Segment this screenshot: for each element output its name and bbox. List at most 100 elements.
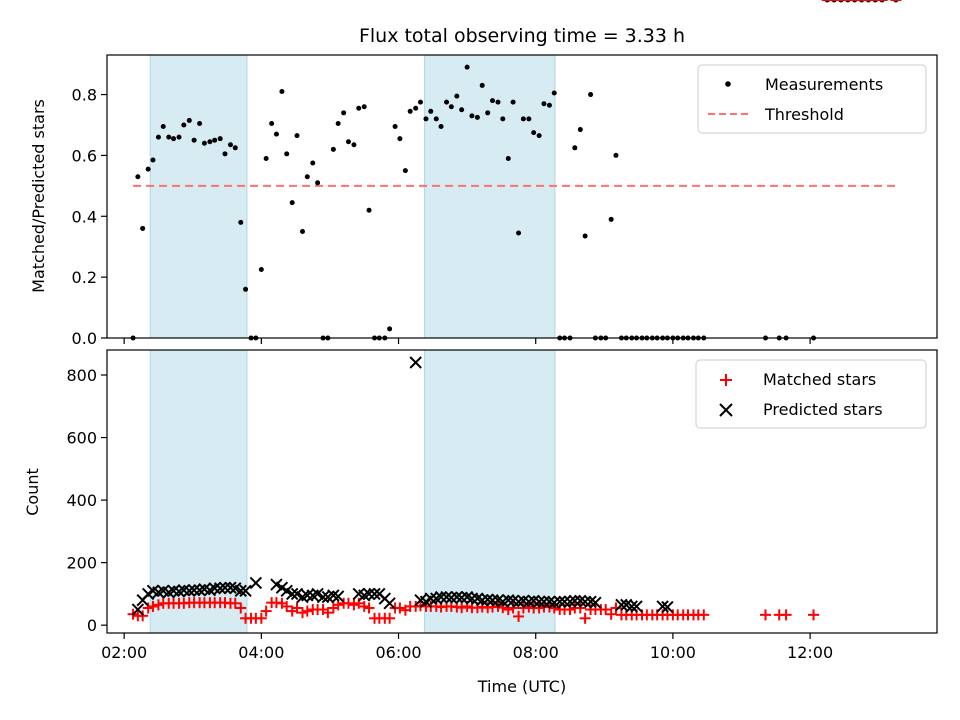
predicted-star-point xyxy=(183,584,196,597)
bottom-y-ticks: 0 200 400 600 800 xyxy=(66,366,107,635)
matched-star-point xyxy=(808,609,820,621)
predicted-star-point xyxy=(584,595,597,608)
measurement-point xyxy=(145,166,151,172)
legend-marker-predicted xyxy=(719,403,733,417)
predicted-star-point xyxy=(131,603,145,616)
matched-star-point xyxy=(229,597,241,609)
measurement-point xyxy=(273,131,279,137)
measurement-point xyxy=(279,89,285,95)
predicted-stars-series xyxy=(131,356,674,616)
y-tick-label: 0.4 xyxy=(72,207,97,226)
y-tick-label: 400 xyxy=(66,491,97,510)
top-legend-box xyxy=(697,64,927,134)
measurement-point xyxy=(361,104,367,110)
measurement-point xyxy=(212,137,218,143)
predicted-star-point xyxy=(465,592,479,605)
matched-star-point xyxy=(574,602,586,614)
matched-star-point xyxy=(152,599,164,611)
measurement-point xyxy=(444,99,450,105)
measurement-point xyxy=(160,124,166,130)
predicted-star-point xyxy=(368,587,381,601)
measurement-point xyxy=(227,142,233,148)
measurement-point xyxy=(222,151,228,157)
matched-star-point xyxy=(296,607,308,619)
x-tick-label: 06:00 xyxy=(375,643,421,662)
legend-label-matched: Matched stars xyxy=(763,370,876,389)
measurement-point xyxy=(526,116,532,122)
predicted-star-point xyxy=(563,595,577,608)
x-axis-label: Time (UTC) xyxy=(477,677,566,696)
measurement-point xyxy=(577,127,583,133)
measurement-point xyxy=(269,120,275,126)
matched-star-point xyxy=(147,600,159,612)
measurement-point xyxy=(310,160,316,166)
measurement-point xyxy=(413,105,419,111)
predicted-star-point xyxy=(434,590,448,604)
measurement-point xyxy=(330,146,336,152)
measurement-point xyxy=(238,219,244,225)
top-x-ticks xyxy=(123,338,811,344)
y-tick-label: 800 xyxy=(66,366,97,385)
predicted-star-point xyxy=(502,593,515,607)
measurement-point xyxy=(485,110,491,116)
measurement-point xyxy=(181,122,187,128)
matched-star-point xyxy=(780,609,792,621)
measurement-point xyxy=(407,108,413,114)
shaded-interval-0 xyxy=(149,54,248,339)
top-plot-frame xyxy=(106,54,938,339)
predicted-star-point xyxy=(249,576,263,590)
measurement-point xyxy=(217,136,223,142)
predicted-star-point xyxy=(440,590,453,604)
matched-star-point xyxy=(260,605,272,617)
matched-star-point xyxy=(513,610,525,622)
measurement-point xyxy=(474,114,480,120)
matched-star-point xyxy=(358,600,370,612)
predicted-star-point xyxy=(409,356,422,369)
matched-star-point xyxy=(394,602,406,614)
matched-star-point xyxy=(281,600,293,612)
predicted-star-point xyxy=(218,581,232,594)
predicted-star-point xyxy=(383,597,396,610)
predicted-star-point xyxy=(553,595,566,608)
top-legend: Measurements Threshold xyxy=(697,64,927,134)
measurement-point xyxy=(299,228,305,234)
measurement-point xyxy=(258,267,264,273)
predicted-star-point xyxy=(574,594,587,607)
measurement-point xyxy=(428,108,434,114)
predicted-star-point xyxy=(208,582,221,595)
y-tick-label: 600 xyxy=(66,429,97,448)
measurement-point xyxy=(495,99,501,105)
measurement-point xyxy=(155,134,161,140)
measurement-point xyxy=(402,168,408,174)
measurement-point xyxy=(448,104,454,110)
predicted-star-point xyxy=(301,589,314,602)
measurement-point xyxy=(186,117,192,123)
measurement-point xyxy=(166,134,172,140)
matched-star-point xyxy=(342,597,354,609)
measurement-point xyxy=(469,113,475,119)
predicted-star-point xyxy=(543,595,556,608)
matched-star-point xyxy=(600,604,612,616)
y-tick-label: 0.8 xyxy=(72,86,97,105)
predicted-star-point xyxy=(589,596,602,609)
x-tick-label: 04:00 xyxy=(238,643,284,662)
bottom-panel: 0 200 400 600 800 02:00 04:00 06:00 08:00 10:00 1… xyxy=(23,0,938,696)
matched-star-point xyxy=(698,609,710,621)
matched-star-point xyxy=(456,602,468,614)
measurement-point xyxy=(345,139,351,145)
measurement-point xyxy=(505,155,511,161)
measurement-point xyxy=(243,286,249,292)
predicted-star-point xyxy=(532,595,546,608)
predicted-star-point xyxy=(331,590,345,603)
predicted-star-point xyxy=(213,582,227,595)
predicted-star-point xyxy=(615,598,628,612)
matched-star-point xyxy=(605,608,617,620)
measurement-point xyxy=(438,124,444,130)
bottom-legend: Matched stars Predicted stars xyxy=(695,359,927,429)
predicted-star-point xyxy=(450,590,464,604)
y-tick-label: 0.2 xyxy=(72,268,97,287)
matched-star-point xyxy=(291,602,303,614)
measurement-point xyxy=(454,93,460,99)
measurement-point xyxy=(304,174,310,180)
predicted-star-point xyxy=(316,590,330,604)
